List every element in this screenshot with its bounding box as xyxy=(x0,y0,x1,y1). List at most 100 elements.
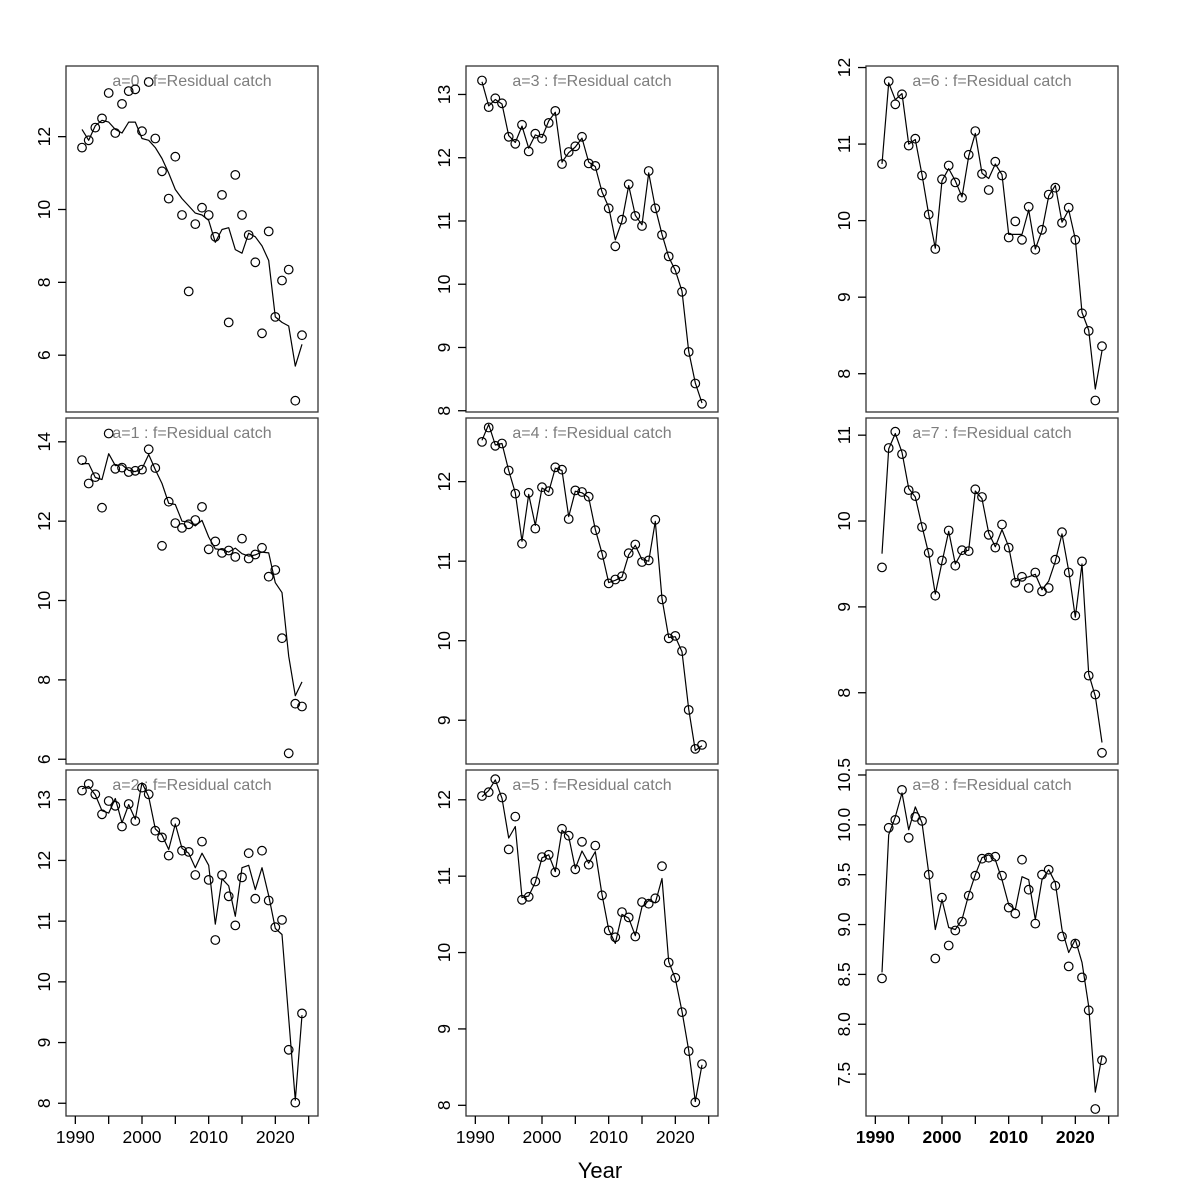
obs-point xyxy=(170,518,181,528)
x-tick-label: 1990 xyxy=(456,1127,495,1147)
panel-a7: a=7 : f=Residual catch 8 9 10 11 xyxy=(834,417,1119,765)
y-tick-label: 10 xyxy=(34,972,54,992)
obs-point xyxy=(670,264,681,275)
obs-point xyxy=(137,126,147,137)
obs-point xyxy=(963,546,974,556)
obs-point xyxy=(617,214,627,225)
y-tick-label: 10 xyxy=(434,943,454,963)
obs-point xyxy=(897,449,907,460)
obs-point xyxy=(243,230,254,240)
fit-line xyxy=(881,432,1103,743)
obs-point xyxy=(1043,189,1054,200)
panel-a5: a=5 : f=Residual catch 8 9 10 11 12 1990 2000 20… xyxy=(434,769,719,1147)
panel-a4: a=4 : f=Residual catch 9 10 11 12 xyxy=(434,417,719,765)
obs-point xyxy=(617,907,627,917)
y-tick-label: 6 xyxy=(34,754,54,764)
obs-point xyxy=(1083,326,1094,336)
obs-point xyxy=(217,548,227,558)
panel-box xyxy=(465,65,719,413)
obs-point xyxy=(997,870,1007,881)
obs-point xyxy=(150,463,161,473)
panel-title: a=2 : f=Residual catch xyxy=(112,777,271,794)
obs-point xyxy=(550,462,561,473)
obs-point xyxy=(1090,395,1101,406)
obs-point xyxy=(190,870,201,880)
y-tick-label: 8 xyxy=(34,277,54,287)
obs-point xyxy=(917,170,927,181)
obs-point xyxy=(1043,583,1054,593)
obs-point xyxy=(83,478,94,489)
obs-point xyxy=(110,128,121,138)
obs-point xyxy=(210,935,221,945)
obs-point xyxy=(570,864,581,875)
obs-point xyxy=(257,328,267,339)
panel-a2: a=2 : f=Residual catch 8 9 10 11 12 13 1990 2000… xyxy=(34,769,319,1147)
obs-point xyxy=(603,925,614,936)
y-tick-label: 9 xyxy=(834,292,854,302)
x-tick-label: 2010 xyxy=(189,1127,228,1147)
obs-point xyxy=(563,147,574,157)
obs-point xyxy=(983,185,994,195)
obs-point xyxy=(177,210,187,220)
x-tick-label: 2010 xyxy=(989,1127,1028,1147)
obs-point xyxy=(110,800,121,811)
obs-point xyxy=(683,347,694,357)
obs-point xyxy=(990,851,1001,862)
obs-point xyxy=(250,893,261,904)
panel-box xyxy=(65,65,319,413)
obs-point xyxy=(583,491,594,502)
obs-point xyxy=(1097,341,1107,352)
obs-point xyxy=(883,443,894,453)
obs-point xyxy=(483,102,494,112)
obs-point xyxy=(590,160,601,171)
obs-point xyxy=(890,99,901,110)
obs-point xyxy=(483,422,494,433)
obs-point xyxy=(283,1044,294,1055)
panel-box xyxy=(865,65,1119,413)
obs-point xyxy=(1077,556,1087,567)
y-tick-label: 10.5 xyxy=(834,758,854,792)
obs-point xyxy=(110,463,121,474)
obs-point xyxy=(583,158,594,169)
obs-point xyxy=(1010,908,1021,919)
obs-point xyxy=(190,515,201,525)
obs-point xyxy=(210,231,221,242)
obs-point xyxy=(563,830,574,841)
y-tick-label: 10 xyxy=(434,274,454,294)
obs-point xyxy=(103,796,114,806)
obs-point xyxy=(943,940,954,951)
obs-point xyxy=(230,920,241,931)
obs-point xyxy=(97,502,107,513)
obs-point xyxy=(257,845,267,856)
obs-point xyxy=(1050,554,1061,565)
obs-point xyxy=(617,571,627,582)
panel-a0: a=0 : f=Residual catch 6 8 10 12 xyxy=(34,65,319,413)
obs-point xyxy=(1037,869,1047,880)
obs-point xyxy=(477,75,487,86)
obs-point xyxy=(1077,308,1087,319)
obs-point xyxy=(297,330,307,341)
obs-point xyxy=(270,565,281,575)
y-tick-label: 8 xyxy=(434,1100,454,1110)
obs-point xyxy=(283,748,294,759)
obs-point xyxy=(557,159,567,169)
obs-point xyxy=(277,915,287,925)
obs-point xyxy=(523,487,534,498)
obs-point xyxy=(123,799,134,809)
obs-point xyxy=(943,160,954,171)
obs-point xyxy=(1017,854,1027,865)
obs-point xyxy=(130,465,141,476)
obs-point xyxy=(1070,234,1081,245)
panel-box xyxy=(865,417,1119,765)
obs-point xyxy=(223,891,234,902)
obs-point xyxy=(530,128,541,139)
obs-point xyxy=(90,122,101,133)
obs-point xyxy=(883,76,894,87)
obs-point xyxy=(263,895,274,906)
y-tick-label: 9 xyxy=(834,602,854,612)
obs-point xyxy=(297,1008,307,1019)
panel-box xyxy=(465,769,719,1117)
obs-point xyxy=(277,275,287,286)
fit-line xyxy=(81,782,303,1101)
obs-point xyxy=(83,779,94,789)
